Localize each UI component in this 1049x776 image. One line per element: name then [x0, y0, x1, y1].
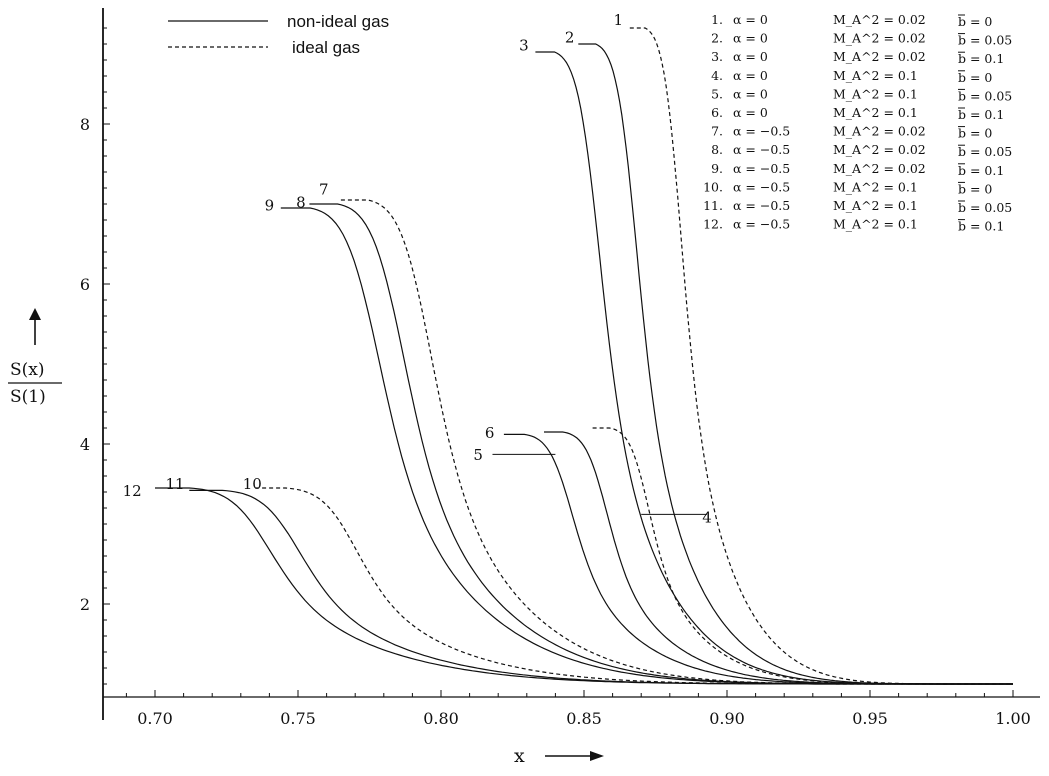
key-row-alpha: α = 0 [733, 86, 768, 101]
curve-label-6: 6 [485, 424, 495, 442]
curve-2 [578, 43, 1013, 685]
key-row-alpha: α = −0.5 [733, 198, 790, 213]
key-row-mach: M_A^2 = 0.1 [833, 86, 918, 101]
key-row-alpha: α = −0.5 [733, 124, 790, 139]
key-row-number: 1. [711, 12, 723, 27]
y-tick-label: 2 [80, 595, 90, 614]
key-row-b: b = 0.1 [958, 107, 1004, 122]
key-row-alpha: α = −0.5 [733, 217, 790, 232]
key-row-number: 10. [703, 179, 723, 194]
x-axis-arrow [545, 751, 604, 761]
key-row-alpha: α = 0 [733, 68, 768, 83]
x-axis-label: x [514, 745, 525, 767]
key-row-b: b = 0.05 [958, 144, 1012, 159]
y-axis-arrow [29, 308, 41, 345]
key-row-b: b = 0 [958, 70, 992, 85]
curve-label-9: 9 [265, 197, 275, 215]
key-row-alpha: α = 0 [733, 31, 768, 46]
axis-titles: S(x) S(1) x [8, 308, 604, 767]
key-row-mach: M_A^2 = 0.02 [833, 124, 926, 139]
key-row-number: 4. [711, 68, 723, 83]
key-row-number: 11. [703, 198, 723, 213]
key-row-mach: M_A^2 = 0.02 [833, 142, 926, 157]
key-row-b: b = 0.1 [958, 51, 1004, 66]
legend-label-ideal: ideal gas [292, 38, 360, 57]
curve-1 [629, 27, 1013, 685]
curve-11 [189, 489, 1013, 685]
curve-12 [155, 487, 1013, 685]
x-tick-label: 0.85 [566, 709, 602, 728]
key-row-number: 6. [711, 105, 723, 120]
key-row-number: 12. [703, 217, 723, 232]
key-row-mach: M_A^2 = 0.02 [833, 12, 926, 27]
curve-7 [340, 199, 1013, 685]
key-row-number: 7. [711, 124, 723, 139]
key-row-mach: M_A^2 = 0.02 [833, 161, 926, 176]
key-row-mach: M_A^2 = 0.02 [833, 49, 926, 64]
y-tick-label: 4 [80, 435, 90, 454]
key-row-alpha: α = −0.5 [733, 161, 790, 176]
curve-label-4: 4 [702, 509, 712, 527]
parameter-key-table: 1. α = 0 M_A^2 = 0.02 b = 0 2. α = 0 M_A^2 = 0… [703, 12, 1012, 234]
curve-label-2: 2 [565, 29, 575, 47]
key-row-mach: M_A^2 = 0.1 [833, 198, 918, 213]
key-row-mach: M_A^2 = 0.1 [833, 68, 918, 83]
key-row-mach: M_A^2 = 0.02 [833, 31, 926, 46]
x-tick-label: 0.75 [280, 709, 316, 728]
curve-label-12: 12 [123, 482, 142, 500]
key-row-b: b = 0.1 [958, 219, 1004, 234]
key-row-b: b = 0 [958, 14, 992, 29]
legend-label-non-ideal: non-ideal gas [287, 12, 389, 31]
curve-4 [592, 427, 1013, 685]
key-row-alpha: α = −0.5 [733, 179, 790, 194]
key-row-alpha: α = −0.5 [733, 142, 790, 157]
x-tick-label: 0.95 [852, 709, 888, 728]
key-row-number: 8. [711, 142, 723, 157]
key-row-alpha: α = 0 [733, 12, 768, 27]
y-tick-label: 6 [80, 275, 90, 294]
y-axis-label-numerator: S(x) [10, 360, 45, 380]
key-row-b: b = 0.05 [958, 88, 1012, 103]
key-row-alpha: α = 0 [733, 49, 768, 64]
curve-label-1: 1 [614, 11, 624, 29]
key-row-b: b = 0.1 [958, 163, 1004, 178]
legend: non-ideal gas ideal gas [168, 12, 389, 57]
curve-label-11: 11 [165, 475, 184, 493]
key-row-mach: M_A^2 = 0.1 [833, 217, 918, 232]
x-tick-label: 0.90 [709, 709, 745, 728]
key-row-b: b = 0 [958, 126, 992, 141]
curve-10 [255, 487, 1013, 685]
curve-label-8: 8 [296, 193, 306, 211]
x-tick-label: 0.80 [423, 709, 459, 728]
key-row-number: 2. [711, 31, 723, 46]
curves [155, 27, 1013, 685]
curve-label-3: 3 [519, 37, 529, 55]
key-row-alpha: α = 0 [733, 105, 768, 120]
curve-label-10: 10 [243, 475, 262, 493]
key-row-number: 9. [711, 161, 723, 176]
y-tick-label: 8 [80, 115, 90, 134]
x-tick-label: 1.00 [995, 709, 1031, 728]
key-row-b: b = 0.05 [958, 200, 1012, 215]
key-row-number: 5. [711, 86, 723, 101]
curve-9 [280, 207, 1013, 685]
axes: 0.70 0.75 0.80 0.85 0.90 0.95 1.00 2 4 6 8 [80, 8, 1040, 728]
key-row-number: 3. [711, 49, 723, 64]
key-row-mach: M_A^2 = 0.1 [833, 179, 918, 194]
curve-label-7: 7 [319, 181, 329, 199]
y-axis-label-denominator: S(1) [10, 387, 46, 407]
curve-8 [309, 203, 1013, 685]
key-row-mach: M_A^2 = 0.1 [833, 105, 918, 120]
key-row-b: b = 0 [958, 181, 992, 196]
curve-label-5: 5 [473, 446, 483, 464]
key-row-b: b = 0.05 [958, 33, 1012, 48]
x-tick-label: 0.70 [137, 709, 173, 728]
